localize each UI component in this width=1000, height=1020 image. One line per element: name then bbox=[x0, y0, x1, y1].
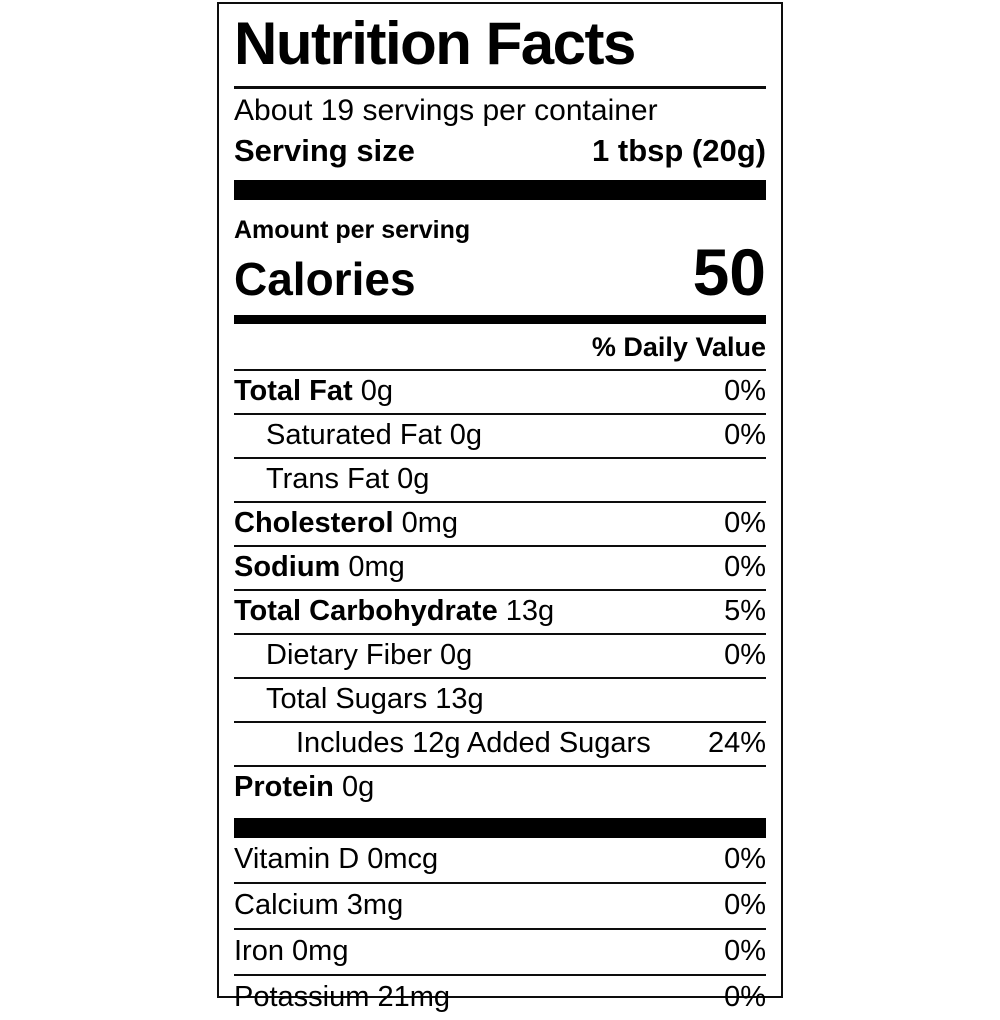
nutrient-name-amount: Includes 12g Added Sugars bbox=[234, 728, 651, 759]
calories-value: 50 bbox=[692, 235, 766, 309]
calories-label: Calories bbox=[234, 253, 416, 305]
nutrient-amount: 0mg bbox=[340, 551, 405, 583]
daily-value-header: % Daily Value bbox=[591, 332, 766, 362]
nutrient-row: Total Fat 0g 0% bbox=[234, 369, 766, 413]
nutrient-name-amount: Cholesterol 0mg bbox=[234, 508, 458, 539]
nutrient-daily-value: 0% bbox=[724, 507, 766, 539]
nutrient-name-amount: Sodium 0mg bbox=[234, 552, 405, 583]
nutrient-name: Sodium bbox=[234, 551, 341, 583]
nutrient-name-amount: Saturated Fat 0g bbox=[234, 420, 482, 451]
nutrient-amount: 0g bbox=[389, 463, 430, 495]
nutrient-amount: 3mg bbox=[338, 889, 404, 921]
servings-per-container: About 19 servings per container bbox=[234, 94, 658, 127]
nutrient-amount: 0g bbox=[352, 375, 394, 407]
nutrient-row: Total Carbohydrate 13g 5% bbox=[234, 589, 766, 633]
nutrient-daily-value: 0% bbox=[724, 889, 766, 921]
nutrient-daily-value: 0% bbox=[724, 843, 766, 875]
nutrient-amount: 0g bbox=[333, 771, 375, 803]
nutrient-amount: 0mg bbox=[283, 935, 349, 967]
serving-size-label: Serving size bbox=[234, 133, 415, 168]
nutrient-name-amount: Iron 0mg bbox=[234, 936, 348, 967]
nutrient-amount: 0g bbox=[441, 419, 483, 451]
nutrient-daily-value: 24% bbox=[707, 727, 766, 759]
nutrient-row: Protein 0g bbox=[234, 765, 766, 809]
section-bar-micronutrients bbox=[234, 818, 766, 838]
nutrient-name: Calcium bbox=[234, 889, 339, 921]
nutrient-name: Total Carbohydrate bbox=[234, 595, 498, 627]
nutrient-daily-value: 0% bbox=[724, 419, 766, 451]
nutrition-facts-label: Nutrition Facts About 19 servings per co… bbox=[217, 2, 783, 1013]
nutrient-row: Dietary Fiber 0g 0% bbox=[234, 633, 766, 677]
nutrient-name-amount: Total Sugars 13g bbox=[234, 684, 484, 715]
nutrient-daily-value: 0% bbox=[724, 639, 766, 671]
nutrient-row: Total Sugars 13g bbox=[234, 677, 766, 721]
nutrient-name-amount: Vitamin D 0mcg bbox=[234, 844, 438, 875]
nutrient-name-amount: Total Carbohydrate 13g bbox=[234, 596, 554, 627]
nutrient-name-amount: Calcium 3mg bbox=[234, 890, 403, 921]
nutrient-row: Calcium 3mg 0% bbox=[234, 884, 766, 930]
nutrient-amount: 13g bbox=[497, 595, 555, 627]
nutrient-name: Trans Fat bbox=[266, 463, 390, 495]
nutrient-amount: 0g bbox=[432, 639, 473, 671]
nutrient-amount: 0mcg bbox=[359, 843, 439, 875]
nutrient-amount: 21mg bbox=[369, 981, 450, 1013]
nutrient-row: Trans Fat 0g bbox=[234, 457, 766, 501]
nutrient-amount: 13g bbox=[427, 683, 484, 715]
calories-row: Calories 50 bbox=[234, 235, 766, 309]
nutrient-amount: 0mg bbox=[393, 507, 459, 539]
nutrient-row: Saturated Fat 0g 0% bbox=[234, 413, 766, 457]
nutrient-name: Total Sugars bbox=[266, 683, 428, 715]
nutrient-daily-value: 0% bbox=[724, 551, 766, 583]
nutrient-name: Saturated Fat bbox=[266, 419, 442, 451]
nutrient-name: Iron bbox=[234, 935, 284, 967]
nutrient-name: Dietary Fiber bbox=[266, 639, 432, 671]
nutrient-rows: Total Fat 0g 0% Saturated Fat 0g 0% Trans Fa… bbox=[234, 369, 766, 809]
nutrient-name-amount: Dietary Fiber 0g bbox=[234, 640, 472, 671]
nutrient-name: Protein bbox=[234, 771, 334, 803]
nutrient-daily-value: 5% bbox=[724, 595, 766, 627]
nutrient-name-amount: Protein 0g bbox=[234, 772, 374, 803]
nutrient-name-amount: Potassium 21mg bbox=[234, 982, 450, 1013]
nutrient-name: Includes 12g Added Sugars bbox=[296, 727, 651, 759]
section-bar-top bbox=[234, 180, 766, 200]
nutrient-name: Cholesterol bbox=[234, 507, 394, 539]
label-title: Nutrition Facts bbox=[234, 10, 636, 77]
nutrient-row: Iron 0mg 0% bbox=[234, 930, 766, 976]
title-divider bbox=[234, 86, 766, 89]
nutrient-name-amount: Total Fat 0g bbox=[234, 376, 393, 407]
serving-size-value: 1 tbsp (20g) bbox=[592, 133, 766, 168]
nutrient-name: Total Fat bbox=[234, 375, 353, 407]
nutrient-row: Vitamin D 0mcg 0% bbox=[234, 838, 766, 884]
micronutrient-rows: Vitamin D 0mcg 0% Calcium 3mg 0% Iron 0mg 0% P… bbox=[234, 838, 766, 1020]
nutrient-row: Includes 12g Added Sugars 24% bbox=[234, 721, 766, 765]
nutrient-name: Vitamin D bbox=[234, 843, 360, 875]
nutrient-row: Sodium 0mg 0% bbox=[234, 545, 766, 589]
serving-size-row: Serving size 1 tbsp (20g) bbox=[234, 131, 766, 171]
section-bar-calories bbox=[234, 315, 766, 324]
nutrient-row: Cholesterol 0mg 0% bbox=[234, 501, 766, 545]
nutrient-daily-value: 0% bbox=[724, 375, 766, 407]
nutrient-name: Potassium bbox=[234, 981, 370, 1013]
amount-per-serving-label: Amount per serving bbox=[234, 216, 471, 244]
nutrient-name-amount: Trans Fat 0g bbox=[234, 464, 429, 495]
nutrient-daily-value: 0% bbox=[724, 981, 766, 1013]
nutrient-row: Potassium 21mg 0% bbox=[234, 976, 766, 1020]
nutrient-daily-value: 0% bbox=[724, 935, 766, 967]
